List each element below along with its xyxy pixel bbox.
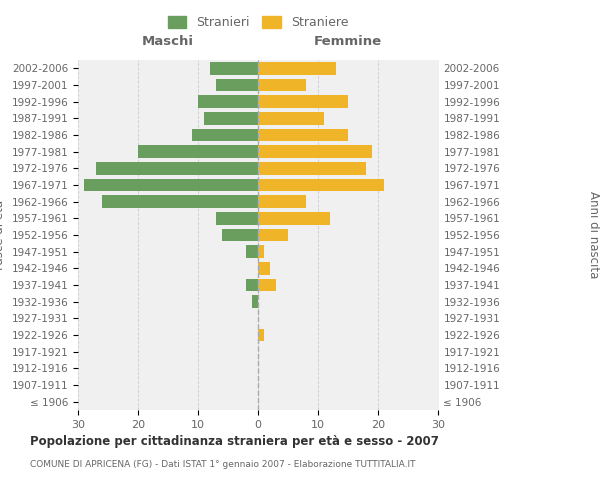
Bar	[96, 162, 258, 174]
Bar	[246, 246, 258, 258]
Bar	[258, 229, 288, 241]
Bar	[258, 212, 330, 224]
Bar	[258, 246, 264, 258]
Text: Maschi: Maschi	[142, 36, 194, 49]
Bar	[258, 262, 270, 274]
Bar	[258, 62, 336, 74]
Bar	[210, 62, 258, 74]
Bar	[258, 129, 348, 141]
Bar	[258, 329, 264, 341]
Bar	[102, 196, 258, 208]
Bar	[258, 79, 306, 92]
Legend: Stranieri, Straniere: Stranieri, Straniere	[163, 11, 353, 34]
Bar	[258, 146, 372, 158]
Text: Popolazione per cittadinanza straniera per età e sesso - 2007: Popolazione per cittadinanza straniera p…	[30, 435, 439, 448]
Bar	[198, 96, 258, 108]
Bar	[246, 279, 258, 291]
Bar	[84, 179, 258, 192]
Bar	[252, 296, 258, 308]
Text: COMUNE DI APRICENA (FG) - Dati ISTAT 1° gennaio 2007 - Elaborazione TUTTITALIA.I: COMUNE DI APRICENA (FG) - Dati ISTAT 1° …	[30, 460, 415, 469]
Bar	[204, 112, 258, 124]
Bar	[258, 112, 324, 124]
Bar	[258, 279, 276, 291]
Y-axis label: Fasce di età: Fasce di età	[0, 200, 6, 270]
Bar	[258, 196, 306, 208]
Text: Femmine: Femmine	[314, 36, 382, 49]
Bar	[192, 129, 258, 141]
Bar	[222, 229, 258, 241]
Bar	[258, 96, 348, 108]
Bar	[216, 212, 258, 224]
Bar	[258, 162, 366, 174]
Bar	[258, 179, 384, 192]
Bar	[216, 79, 258, 92]
Bar	[138, 146, 258, 158]
Text: Anni di nascita: Anni di nascita	[587, 192, 600, 278]
